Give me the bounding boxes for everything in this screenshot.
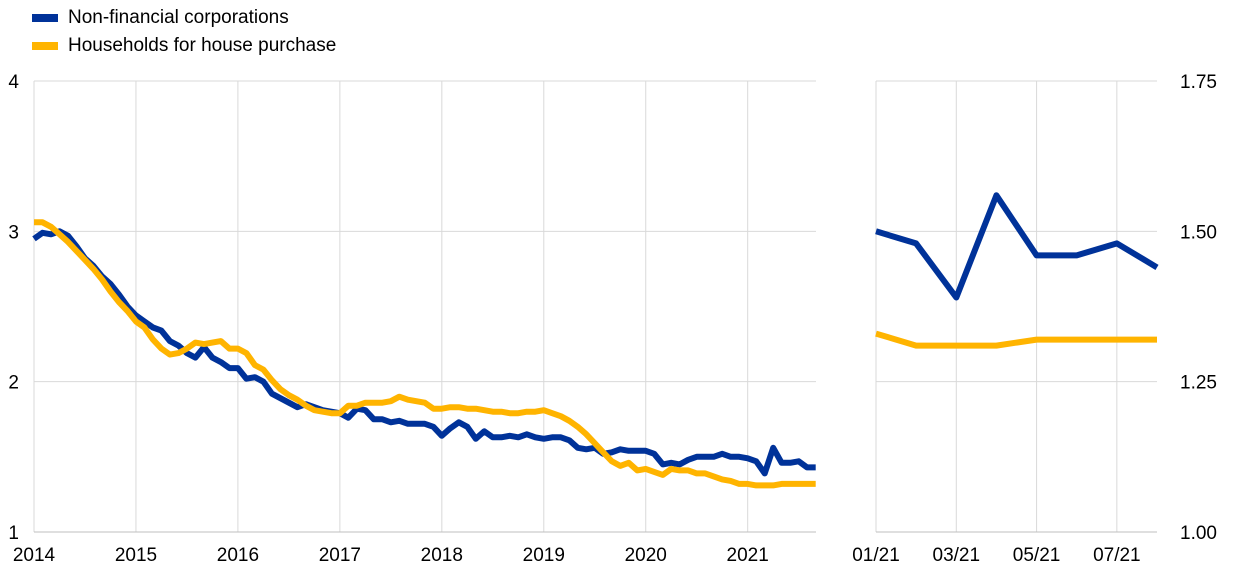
panel1-series-nfc-line <box>875 192 1159 301</box>
panel0-xtick-label-5: 2019 <box>523 545 565 566</box>
panel1-xtick-label-3: 07/21 <box>1093 545 1141 566</box>
panel0-ytick-label-0: 1 <box>8 523 19 544</box>
panel1-ytick-label-1: 1.25 <box>1180 373 1217 394</box>
legend-label-households: Households for house purchase <box>68 35 337 56</box>
panel1-ytick-label-2: 1.50 <box>1180 222 1217 243</box>
panel0-series-households-line <box>34 219 816 489</box>
legend: Non-financial corporations Households fo… <box>32 4 336 60</box>
panel0-ytick-label-2: 3 <box>8 222 19 243</box>
panel0-xtick-label-7: 2021 <box>727 545 769 566</box>
panel0-xtick-label-4: 2018 <box>421 545 463 566</box>
legend-item-households: Households for house purchase <box>32 32 336 60</box>
panel1-ytick-label-3: 1.75 <box>1180 72 1217 93</box>
panel0-ytick-label-1: 2 <box>8 373 19 394</box>
legend-item-nfc: Non-financial corporations <box>32 4 336 32</box>
panel1-series-households-line <box>875 330 1157 349</box>
panel0-xtick-label-3: 2017 <box>319 545 361 566</box>
panel0-xtick-label-1: 2015 <box>115 545 157 566</box>
panel0-xtick-label-0: 2014 <box>13 545 56 566</box>
panel1-xtick-label-0: 01/21 <box>852 545 900 566</box>
panel0-xtick-label-6: 2020 <box>625 545 667 566</box>
panel0-ytick-label-3: 4 <box>8 72 19 93</box>
legend-label-nfc: Non-financial corporations <box>68 7 289 28</box>
panel1-ytick-label-0: 1.00 <box>1180 523 1217 544</box>
panel1-xtick-label-2: 05/21 <box>1013 545 1061 566</box>
legend-swatch-households <box>32 42 58 50</box>
legend-swatch-nfc <box>32 14 58 22</box>
panel0-xtick-label-2: 2016 <box>217 545 259 566</box>
panel1-xtick-label-1: 03/21 <box>933 545 981 566</box>
panel0-series-nfc-line <box>32 228 816 477</box>
